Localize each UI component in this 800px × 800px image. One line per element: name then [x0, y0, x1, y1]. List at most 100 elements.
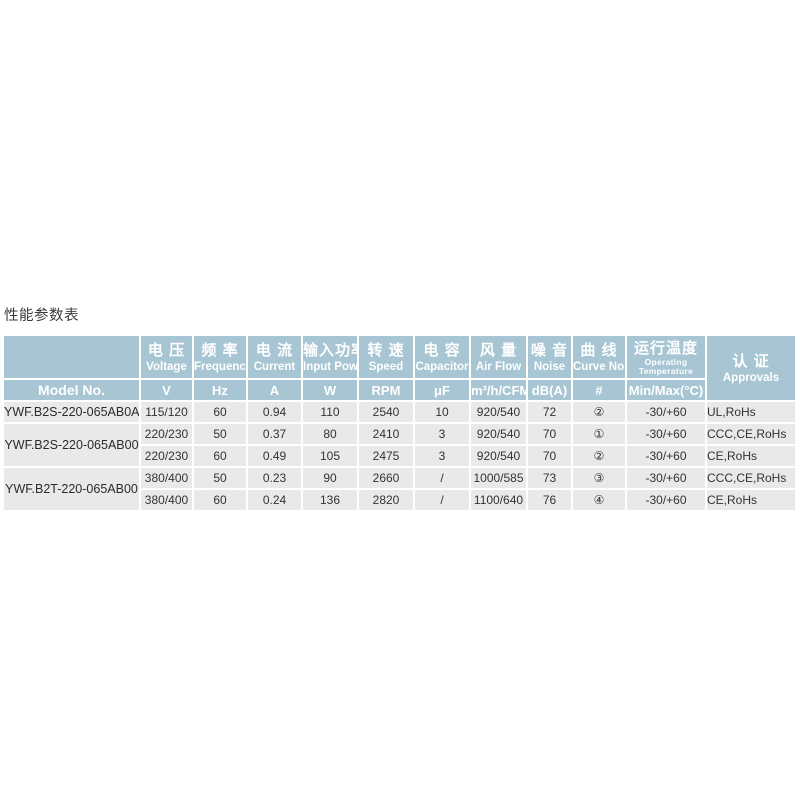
frequency-cell: 60: [194, 490, 246, 510]
col-header-approvals-cn: 认 证: [732, 352, 770, 370]
unit-voltage: V: [141, 380, 192, 400]
noise-cell: 70: [528, 446, 571, 466]
speed-cell: 2410: [359, 424, 413, 444]
col-header-input-power-cn: 输入功率: [303, 341, 357, 359]
frequency-cell: 50: [194, 424, 246, 444]
input-power-cell: 80: [303, 424, 357, 444]
noise-cell: 72: [528, 402, 571, 422]
noise-cell: 70: [528, 424, 571, 444]
approvals-cell: CCC,CE,RoHs: [707, 468, 795, 488]
model-cell: YWF.B2S-220-065AB0A: [4, 402, 139, 422]
col-header-curve-no: 曲 线 Curve No.: [573, 336, 625, 378]
col-header-noise-cn: 噪 音: [530, 341, 569, 359]
model-no-header: Model No.: [4, 380, 139, 400]
table-row: YWF.B2S-220-065AB00 220/230 50 0.37 80 2…: [4, 424, 795, 466]
voltage-cell: 115/120: [141, 402, 192, 422]
voltage-cell: 220/230: [141, 424, 192, 444]
unit-current: A: [248, 380, 301, 400]
col-header-noise-en: Noise: [533, 360, 566, 373]
capacitor-cell: 3: [415, 446, 469, 466]
col-header-capacitor-en: Capacitor: [415, 360, 469, 373]
approvals-cell: CCC,CE,RoHs: [707, 424, 795, 444]
frequency-cell: 60: [194, 446, 246, 466]
col-header-speed-cn: 转 速: [367, 341, 405, 359]
col-header-operating-temp-en1: Operating: [644, 356, 688, 367]
operating-temp-cell: -30/+60: [627, 490, 705, 510]
col-header-frequency-en: Frequency: [194, 360, 246, 373]
voltage-cell: 220/230: [141, 446, 192, 466]
approvals-cell: CE,RoHs: [707, 446, 795, 466]
air-flow-cell: 1000/585: [471, 468, 526, 488]
unit-air-flow: m³/h/CFM: [471, 380, 526, 400]
model-cell: YWF.B2T-220-065AB00: [4, 468, 139, 510]
unit-input-power: W: [303, 380, 357, 400]
col-header-curve-no-en: Curve No.: [573, 360, 625, 373]
unit-capacitor: μF: [415, 380, 469, 400]
col-header-input-power-en: Input Power: [303, 360, 357, 373]
col-header-operating-temp-en2: Temperature: [638, 365, 694, 376]
speed-cell: 2540: [359, 402, 413, 422]
voltage-cell: 380/400: [141, 468, 192, 488]
col-header-voltage: 电 压 Voltage: [141, 336, 192, 378]
col-header-frequency: 频 率 Frequency: [194, 336, 246, 378]
input-power-cell: 105: [303, 446, 357, 466]
table-row: 380/400 60 0.24 136 2820 / 1100/640 76 ④…: [4, 490, 795, 510]
capacitor-cell: 10: [415, 402, 469, 422]
col-header-approvals: 认 证 Approvals: [707, 336, 795, 400]
air-flow-cell: 920/540: [471, 402, 526, 422]
col-header-capacitor: 电 容 Capacitor: [415, 336, 469, 378]
unit-frequency: Hz: [194, 380, 246, 400]
col-header-frequency-cn: 频 率: [201, 341, 239, 359]
col-header-capacitor-cn: 电 容: [423, 341, 461, 359]
col-header-speed: 转 速 Speed: [359, 336, 413, 378]
input-power-cell: 136: [303, 490, 357, 510]
col-header-approvals-en: Approvals: [722, 371, 780, 384]
unit-speed: RPM: [359, 380, 413, 400]
input-power-cell: 90: [303, 468, 357, 488]
col-header-curve-no-cn: 曲 线: [580, 341, 618, 359]
capacitor-cell: 3: [415, 424, 469, 444]
col-header-air-flow-cn: 风 量: [479, 341, 518, 359]
col-header-input-power: 输入功率 Input Power: [303, 336, 357, 378]
table-row: YWF.B2T-220-065AB00 380/400 50 0.23 90 2…: [4, 468, 795, 510]
col-header-current: 电 流 Current: [248, 336, 301, 378]
frequency-cell: 50: [194, 468, 246, 488]
col-header-current-en: Current: [253, 360, 296, 373]
curve-no-cell: ③: [573, 468, 625, 488]
col-header-current-cn: 电 流: [255, 341, 294, 359]
table-row: 220/230 60 0.49 105 2475 3 920/540 70 ② …: [4, 446, 795, 466]
capacitor-cell: /: [415, 468, 469, 488]
air-flow-cell: 920/540: [471, 446, 526, 466]
performance-params-table: 电 压 Voltage 频 率 Frequency 电 流 Current 输入…: [2, 334, 797, 512]
voltage-cell: 380/400: [141, 490, 192, 510]
header-row-units: Model No. V Hz A W RPM μF m³/h/CFM dB(A)…: [4, 380, 795, 400]
curve-no-cell: ①: [573, 424, 625, 444]
air-flow-cell: 920/540: [471, 424, 526, 444]
speed-cell: 2475: [359, 446, 413, 466]
page-title: 性能参数表: [4, 308, 79, 324]
operating-temp-cell: -30/+60: [627, 468, 705, 488]
frequency-cell: 60: [194, 402, 246, 422]
corner-cell: [4, 336, 139, 378]
header-row-main: 电 压 Voltage 频 率 Frequency 电 流 Current 输入…: [4, 336, 795, 400]
current-cell: 0.23: [248, 468, 301, 488]
col-header-voltage-cn: 电 压: [147, 341, 186, 359]
col-header-air-flow: 风 量 Air Flow: [471, 336, 526, 378]
current-cell: 0.37: [248, 424, 301, 444]
approvals-cell: UL,RoHs: [707, 402, 795, 422]
col-header-speed-en: Speed: [368, 360, 404, 373]
operating-temp-cell: -30/+60: [627, 402, 705, 422]
capacitor-cell: /: [415, 490, 469, 510]
model-cell: YWF.B2S-220-065AB00: [4, 424, 139, 466]
current-cell: 0.24: [248, 490, 301, 510]
curve-no-cell: ②: [573, 402, 625, 422]
noise-cell: 76: [528, 490, 571, 510]
speed-cell: 2820: [359, 490, 413, 510]
air-flow-cell: 1100/640: [471, 490, 526, 510]
col-header-operating-temp: 运行温度 Operating Temperature: [627, 336, 705, 378]
noise-cell: 73: [528, 468, 571, 488]
operating-temp-cell: -30/+60: [627, 446, 705, 466]
unit-operating-temp: Min/Max(°C): [627, 380, 705, 400]
unit-noise: dB(A): [528, 380, 571, 400]
